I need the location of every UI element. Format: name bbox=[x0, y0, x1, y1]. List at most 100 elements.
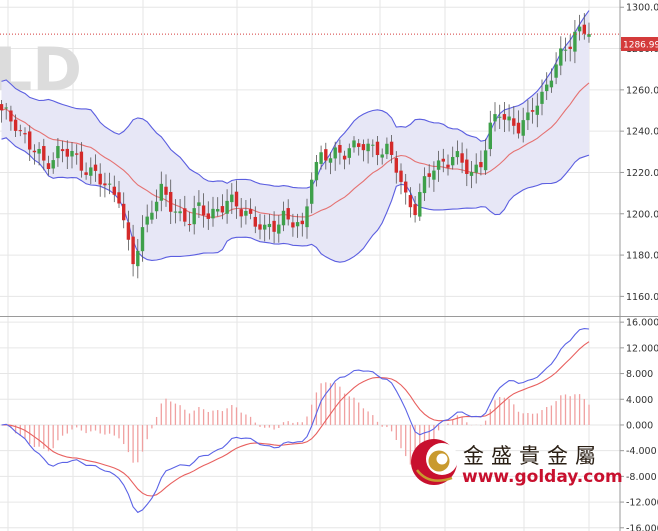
candle-body bbox=[427, 173, 431, 177]
candle-body bbox=[291, 222, 295, 228]
y-tick-label: 1300.00 bbox=[626, 3, 658, 14]
candle-body bbox=[159, 183, 163, 201]
y-tick-label: -8.000 bbox=[626, 472, 657, 483]
y-tick-label: 1260.00 bbox=[626, 85, 658, 96]
candle-body bbox=[465, 159, 469, 174]
macd-panel bbox=[1, 328, 590, 514]
y-tick-label: -12.000 bbox=[626, 498, 658, 509]
brand-url: www.golday.com bbox=[462, 467, 623, 487]
candle-body bbox=[512, 118, 516, 126]
candle-body bbox=[178, 211, 182, 214]
candle-body bbox=[0, 104, 4, 111]
candle-body bbox=[51, 160, 55, 169]
last-price-label: 1286.99 bbox=[623, 41, 658, 51]
candle-body bbox=[540, 91, 544, 104]
candle-body bbox=[507, 116, 511, 121]
candle-body bbox=[352, 140, 356, 148]
candle-body bbox=[408, 195, 413, 208]
candle-body bbox=[563, 49, 568, 51]
candle-body bbox=[342, 155, 347, 160]
candle-body bbox=[263, 224, 267, 230]
candle-body bbox=[488, 122, 492, 150]
candle-body bbox=[295, 222, 300, 227]
candle-body bbox=[399, 170, 403, 182]
candle-body bbox=[324, 149, 328, 161]
candle-body bbox=[582, 24, 586, 34]
macd-line bbox=[1, 328, 590, 514]
candle-body bbox=[248, 209, 253, 214]
candle-body bbox=[258, 224, 262, 230]
candle-body bbox=[493, 114, 497, 122]
y-tick-label: 1160.00 bbox=[626, 292, 658, 303]
candle-body bbox=[84, 172, 88, 175]
candle-body bbox=[169, 191, 173, 212]
candle-body bbox=[4, 107, 8, 109]
candle-body bbox=[413, 204, 417, 216]
candle-body bbox=[103, 183, 107, 186]
candle-body bbox=[455, 151, 460, 158]
bollinger-band-fill bbox=[1, 10, 589, 263]
y-tick-label: 16.000 bbox=[626, 318, 658, 329]
candle-body bbox=[380, 154, 384, 158]
y-tick-label: 1220.00 bbox=[626, 168, 658, 179]
candle-body bbox=[277, 224, 281, 234]
candle-body bbox=[545, 84, 549, 92]
y-tick-label: 4.000 bbox=[626, 395, 653, 406]
candle-body bbox=[164, 186, 168, 195]
candle-body bbox=[526, 112, 530, 121]
candle-body bbox=[530, 110, 535, 112]
candle-body bbox=[117, 192, 121, 204]
candle-body bbox=[422, 176, 427, 194]
candle-body bbox=[46, 163, 51, 169]
candle-body bbox=[483, 150, 488, 171]
candle-body bbox=[314, 161, 319, 181]
candle-body bbox=[469, 172, 474, 176]
candle-body bbox=[244, 210, 248, 216]
candle-body bbox=[521, 120, 525, 136]
last-price-tag: 1286.99 bbox=[621, 37, 658, 51]
candle-body bbox=[9, 110, 13, 122]
candle-body bbox=[131, 236, 135, 265]
y-tick-label: 8.000 bbox=[626, 369, 653, 380]
y-tick-label: 1180.00 bbox=[626, 251, 658, 262]
candle-body bbox=[220, 206, 225, 213]
candle-body bbox=[554, 64, 558, 78]
candle-body bbox=[389, 141, 394, 155]
candle-body bbox=[122, 203, 126, 221]
price-panel bbox=[0, 10, 620, 279]
candle-body bbox=[56, 146, 60, 159]
candle-body bbox=[446, 164, 450, 168]
candle-body bbox=[230, 194, 234, 203]
candle-body bbox=[32, 150, 37, 153]
candle-body bbox=[75, 153, 79, 155]
candle-body bbox=[225, 200, 229, 214]
candle-body bbox=[357, 143, 361, 147]
moving-average-line bbox=[1, 82, 590, 218]
y-tick-label: 1240.00 bbox=[626, 127, 658, 138]
candle-body bbox=[573, 31, 577, 52]
candle-body bbox=[187, 224, 192, 226]
golday-logo bbox=[411, 439, 458, 485]
candle-body bbox=[347, 148, 351, 158]
candle-body bbox=[451, 156, 455, 166]
candle-body bbox=[436, 160, 441, 170]
candle-body bbox=[404, 181, 408, 193]
candle-body bbox=[361, 144, 366, 151]
y-tick-label: 12.000 bbox=[626, 343, 658, 354]
candle-body bbox=[300, 220, 304, 225]
candle-body bbox=[568, 46, 572, 50]
candle-body bbox=[498, 116, 502, 118]
candle-body bbox=[272, 220, 276, 232]
bollinger-lower-line bbox=[1, 137, 590, 263]
indicator-y-axis: 16.000 12.000 8.000 4.000 0.000 -4.000 -8.000 -… bbox=[620, 318, 658, 531]
candle-body bbox=[197, 202, 201, 206]
candle-body bbox=[516, 122, 521, 134]
candle-body bbox=[535, 105, 539, 115]
indicator-grid bbox=[0, 317, 620, 531]
candle-body bbox=[98, 173, 102, 185]
candle-body bbox=[150, 212, 154, 220]
candle-body bbox=[253, 216, 257, 227]
candle-body bbox=[93, 164, 98, 171]
candle-body bbox=[559, 48, 563, 66]
